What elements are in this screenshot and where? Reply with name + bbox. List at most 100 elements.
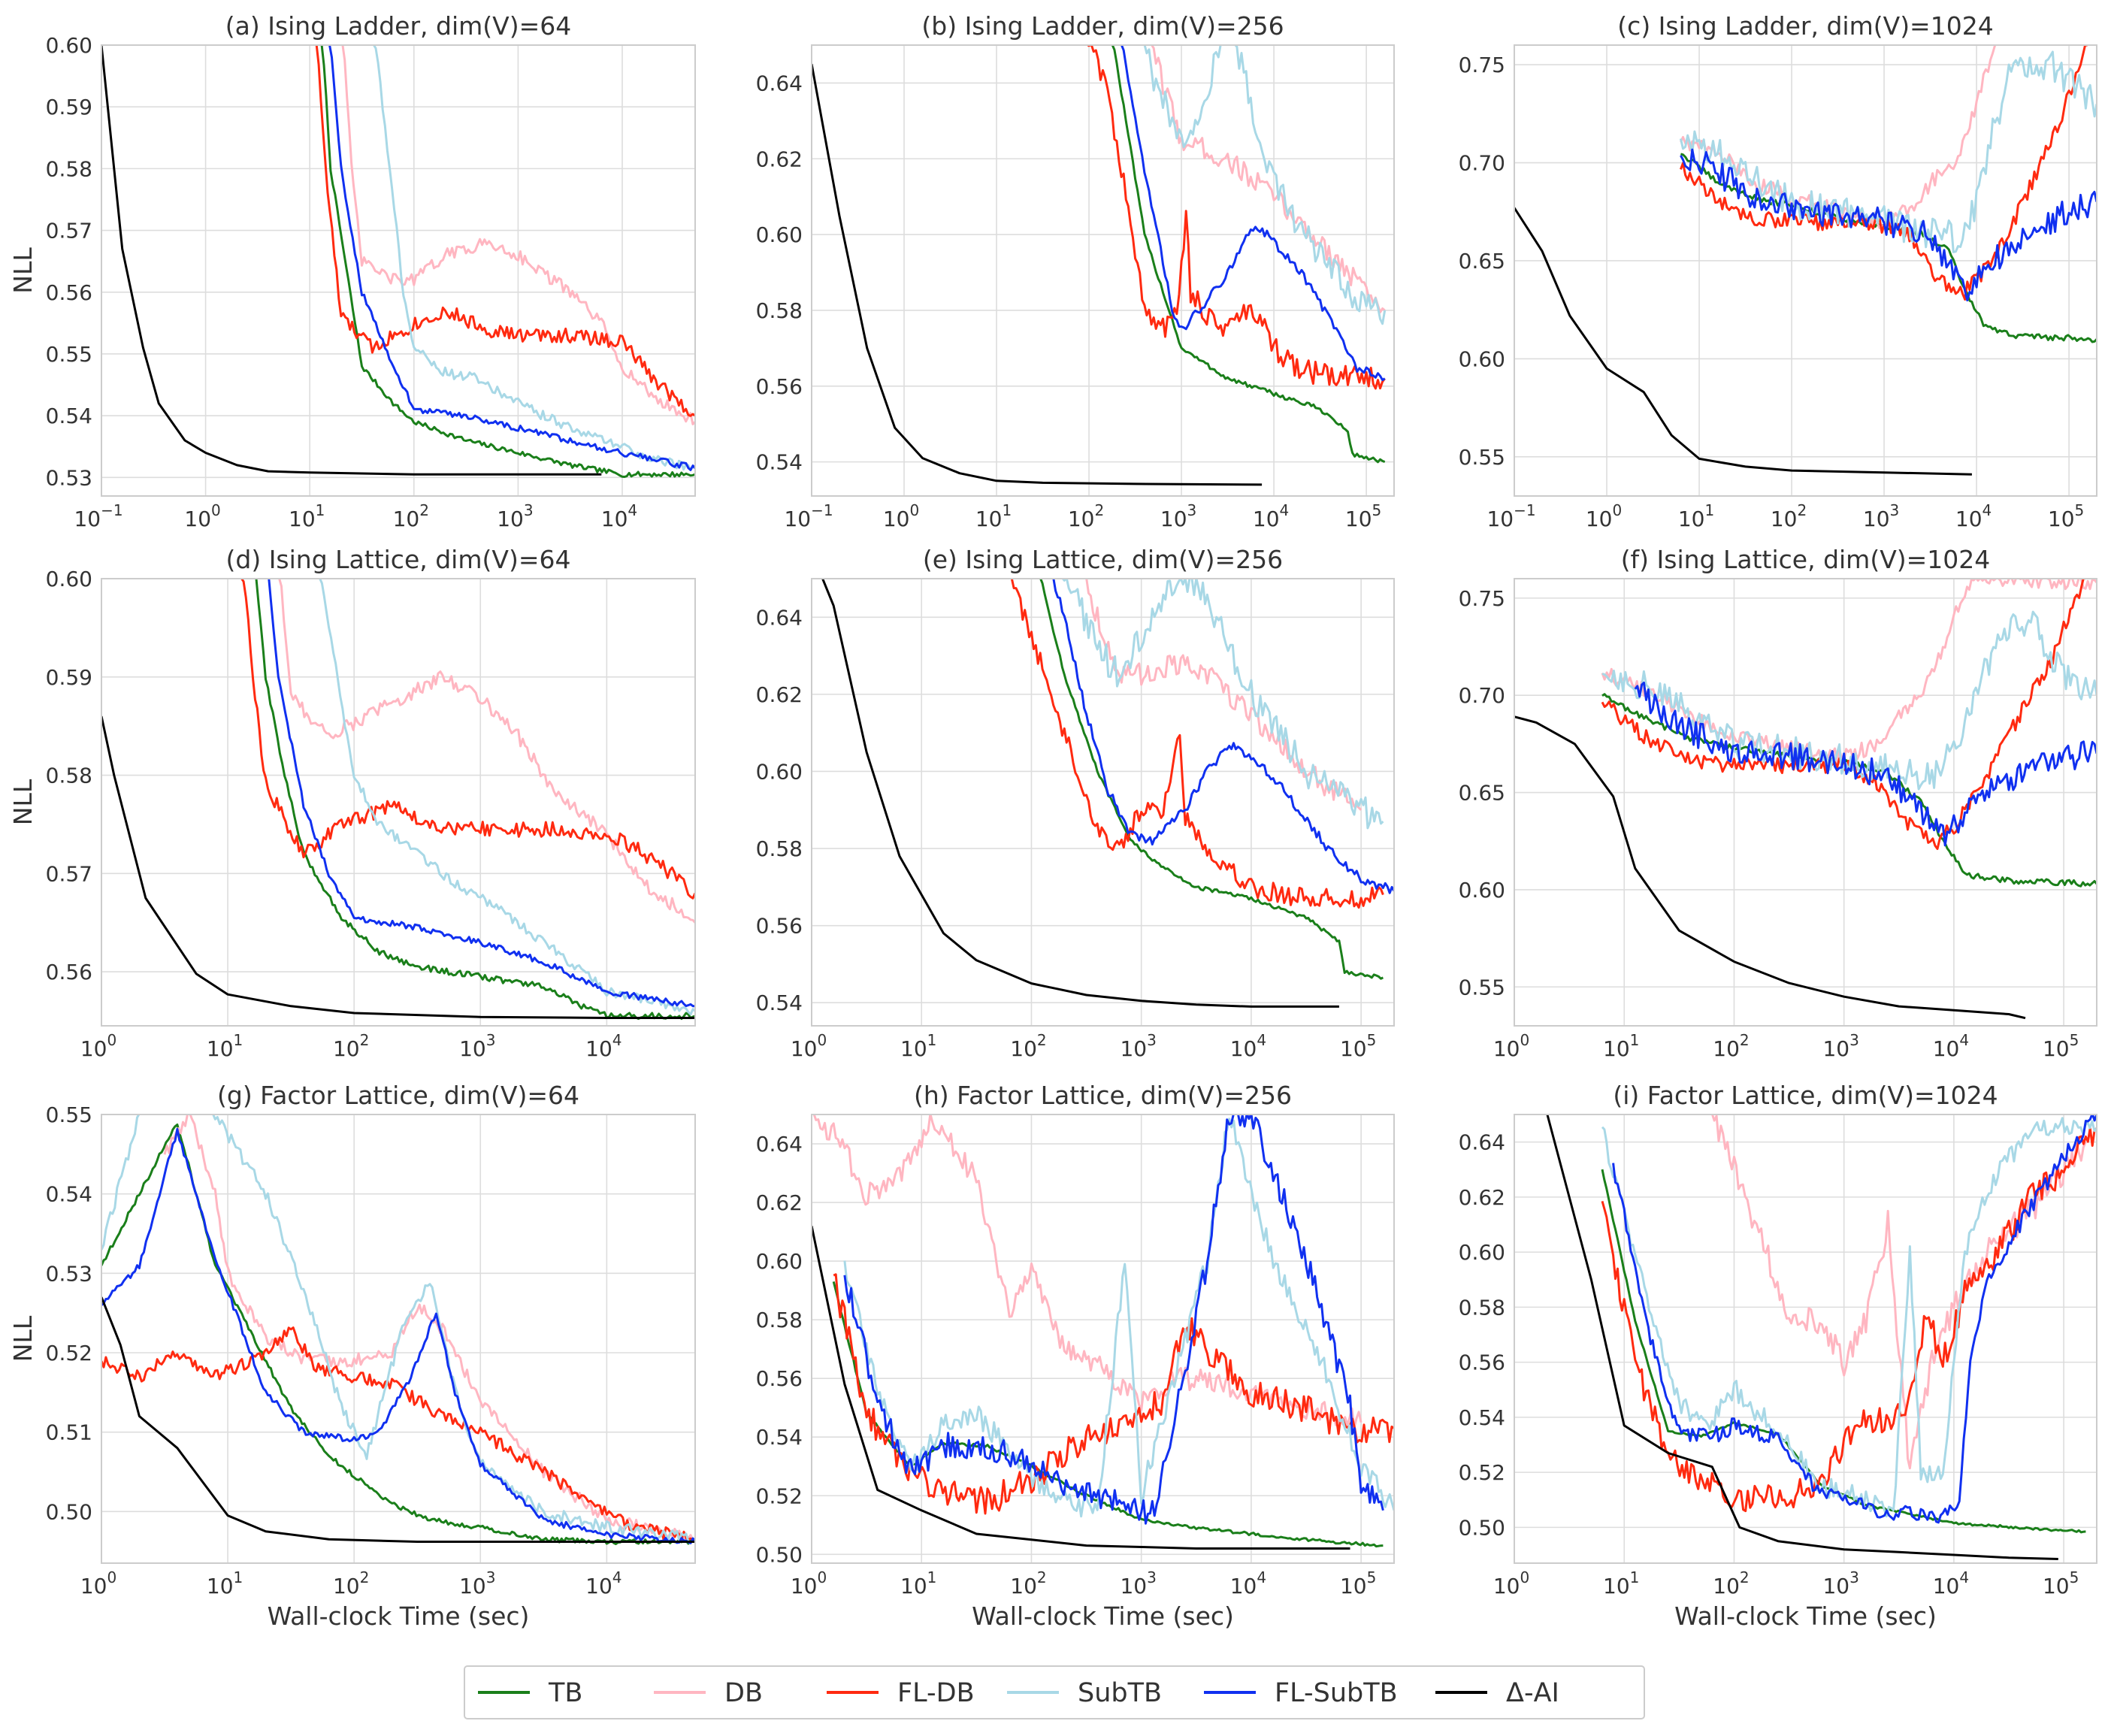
series-line-fl-subtb [843, 1114, 1384, 1525]
series-line-subtb [1135, 45, 1387, 325]
y-tick-label: 0.54 [46, 404, 92, 428]
y-tick-label: 0.53 [46, 465, 92, 490]
y-tick-label: 0.62 [1459, 1185, 1505, 1210]
y-tick-label: 0.54 [756, 990, 803, 1015]
x-tick-label: 105 [2048, 501, 2084, 531]
series-line-tb [246, 579, 695, 1021]
series-line-tb [1107, 45, 1386, 464]
series-line-fl-subtb [259, 579, 695, 1008]
legend-label-tb: TB [548, 1678, 582, 1708]
y-tick-label: 0.56 [756, 914, 803, 939]
y-tick-label: 0.60 [46, 33, 92, 58]
y-tick-label: 0.54 [756, 450, 803, 475]
series-line-fl-db [1601, 579, 2086, 850]
x-tick-label: 102 [333, 1568, 369, 1598]
legend-label-db: DB [724, 1678, 763, 1708]
series-line-fl-db [833, 1273, 1394, 1515]
x-tick-label: 104 [1955, 501, 1992, 531]
plot-frame [101, 44, 696, 497]
y-tick-label: 0.58 [1459, 1295, 1505, 1320]
y-tick-label: 0.60 [1459, 1240, 1505, 1265]
x-tick-label: 100 [1493, 1031, 1529, 1061]
y-tick-label: 0.70 [1459, 151, 1505, 176]
y-tick-label: 0.54 [46, 1182, 92, 1207]
y-tick-label: 0.60 [756, 222, 803, 247]
series-line-fl-subtb [1680, 148, 2097, 302]
series-lines [812, 45, 1387, 486]
series-line-fl-subtb [1634, 682, 2097, 847]
x-tick-label: 102 [1068, 501, 1104, 531]
y-tick-label: 0.55 [1459, 445, 1505, 470]
subplot-title: (a) Ising Ladder, dim(V)=64 [225, 11, 572, 41]
series-line-delta-ai [812, 63, 1263, 486]
y-tick-label: 0.54 [756, 1425, 803, 1450]
x-tick-label: 103 [1863, 501, 1899, 531]
series-line-delta-ai [101, 1296, 695, 1543]
plot-frame [1514, 578, 2097, 1027]
x-tick-label: 102 [393, 501, 429, 531]
y-tick-label: 0.64 [756, 605, 803, 630]
series-lines [101, 579, 695, 1021]
y-tick-label: 0.58 [46, 156, 92, 181]
series-line-fl-db [101, 1326, 695, 1542]
subplot-title: (e) Ising Lattice, dim(V)=256 [923, 545, 1283, 574]
y-tick-label: 0.75 [1459, 586, 1505, 611]
y-tick-label: 0.62 [756, 1190, 803, 1215]
x-axis-label: Wall-clock Time (sec) [268, 1601, 530, 1631]
y-tick-label: 0.50 [756, 1542, 803, 1567]
series-lines [1514, 579, 2097, 1020]
y-tick-label: 0.64 [1459, 1130, 1505, 1155]
y-tick-label: 0.58 [756, 298, 803, 323]
y-axis-label: NLL [8, 247, 38, 294]
plot-frame [811, 1114, 1395, 1564]
y-tick-label: 0.64 [756, 71, 803, 95]
y-axis-label: NLL [8, 1315, 38, 1362]
subplot-b: (b) Ising Ladder, dim(V)=256 0.54 0.56 0.58… [756, 11, 1395, 531]
series-line-fl-db [998, 579, 1384, 909]
y-tick-label: 0.60 [46, 567, 92, 591]
y-tick-label: 0.58 [756, 836, 803, 861]
subplot-f: (f) Ising Lattice, dim(V)=1024 0.55 0.60 0.… [1459, 545, 2097, 1061]
subplot-title: (g) Factor Lattice, dim(V)=64 [217, 1081, 579, 1110]
x-tick-label: 103 [459, 1031, 495, 1061]
y-tick-label: 0.52 [46, 1341, 92, 1366]
subplot-title: (i) Factor Lattice, dim(V)=1024 [1613, 1081, 1998, 1110]
series-line-db [1710, 1114, 2087, 1470]
y-tick-label: 0.60 [756, 1249, 803, 1274]
y-tick-label: 0.51 [46, 1420, 92, 1445]
series-line-delta-ai [1514, 715, 2026, 1020]
series-line-subtb [1053, 579, 1384, 830]
x-tick-label: 101 [975, 501, 1012, 531]
y-tick-label: 0.52 [756, 1483, 803, 1508]
y-tick-label: 0.60 [756, 759, 803, 784]
series-line-delta-ai [101, 715, 695, 1019]
x-axis-label: Wall-clock Time (sec) [1674, 1601, 1937, 1631]
x-tick-label: 10−1 [1486, 501, 1535, 531]
series-line-fl-db [1679, 45, 2088, 301]
series-line-delta-ai [812, 1225, 1350, 1550]
y-tick-label: 0.58 [46, 764, 92, 788]
subplot-title: (d) Ising Lattice, dim(V)=64 [226, 545, 571, 574]
y-tick-label: 0.59 [46, 95, 92, 119]
plot-frame [811, 44, 1395, 497]
y-tick-label: 0.56 [46, 280, 92, 305]
y-tick-label: 0.52 [1459, 1460, 1505, 1485]
gridlines [811, 579, 1394, 1026]
subplot-a: (a) Ising Ladder, dim(V)=64 0.53 0.54 0.55 0… [8, 11, 696, 531]
series-line-fl-subtb [320, 45, 695, 471]
series-line-fl-db [1079, 45, 1386, 390]
series-line-subtb [101, 1114, 695, 1544]
y-tick-label: 0.56 [1459, 1350, 1505, 1375]
series-lines [821, 579, 1394, 1008]
series-line-fl-db [1601, 1127, 2097, 1513]
y-tick-label: 0.56 [756, 374, 803, 399]
series-line-db [1144, 45, 1386, 314]
y-tick-label: 0.70 [1459, 683, 1505, 708]
series-line-fl-subtb [101, 1127, 695, 1544]
subplot-title: (c) Ising Ladder, dim(V)=1024 [1617, 11, 1993, 41]
plot-frame [811, 578, 1395, 1027]
series-line-subtb [843, 1118, 1394, 1518]
y-tick-label: 0.53 [46, 1261, 92, 1286]
y-tick-label: 0.55 [1459, 975, 1505, 1000]
